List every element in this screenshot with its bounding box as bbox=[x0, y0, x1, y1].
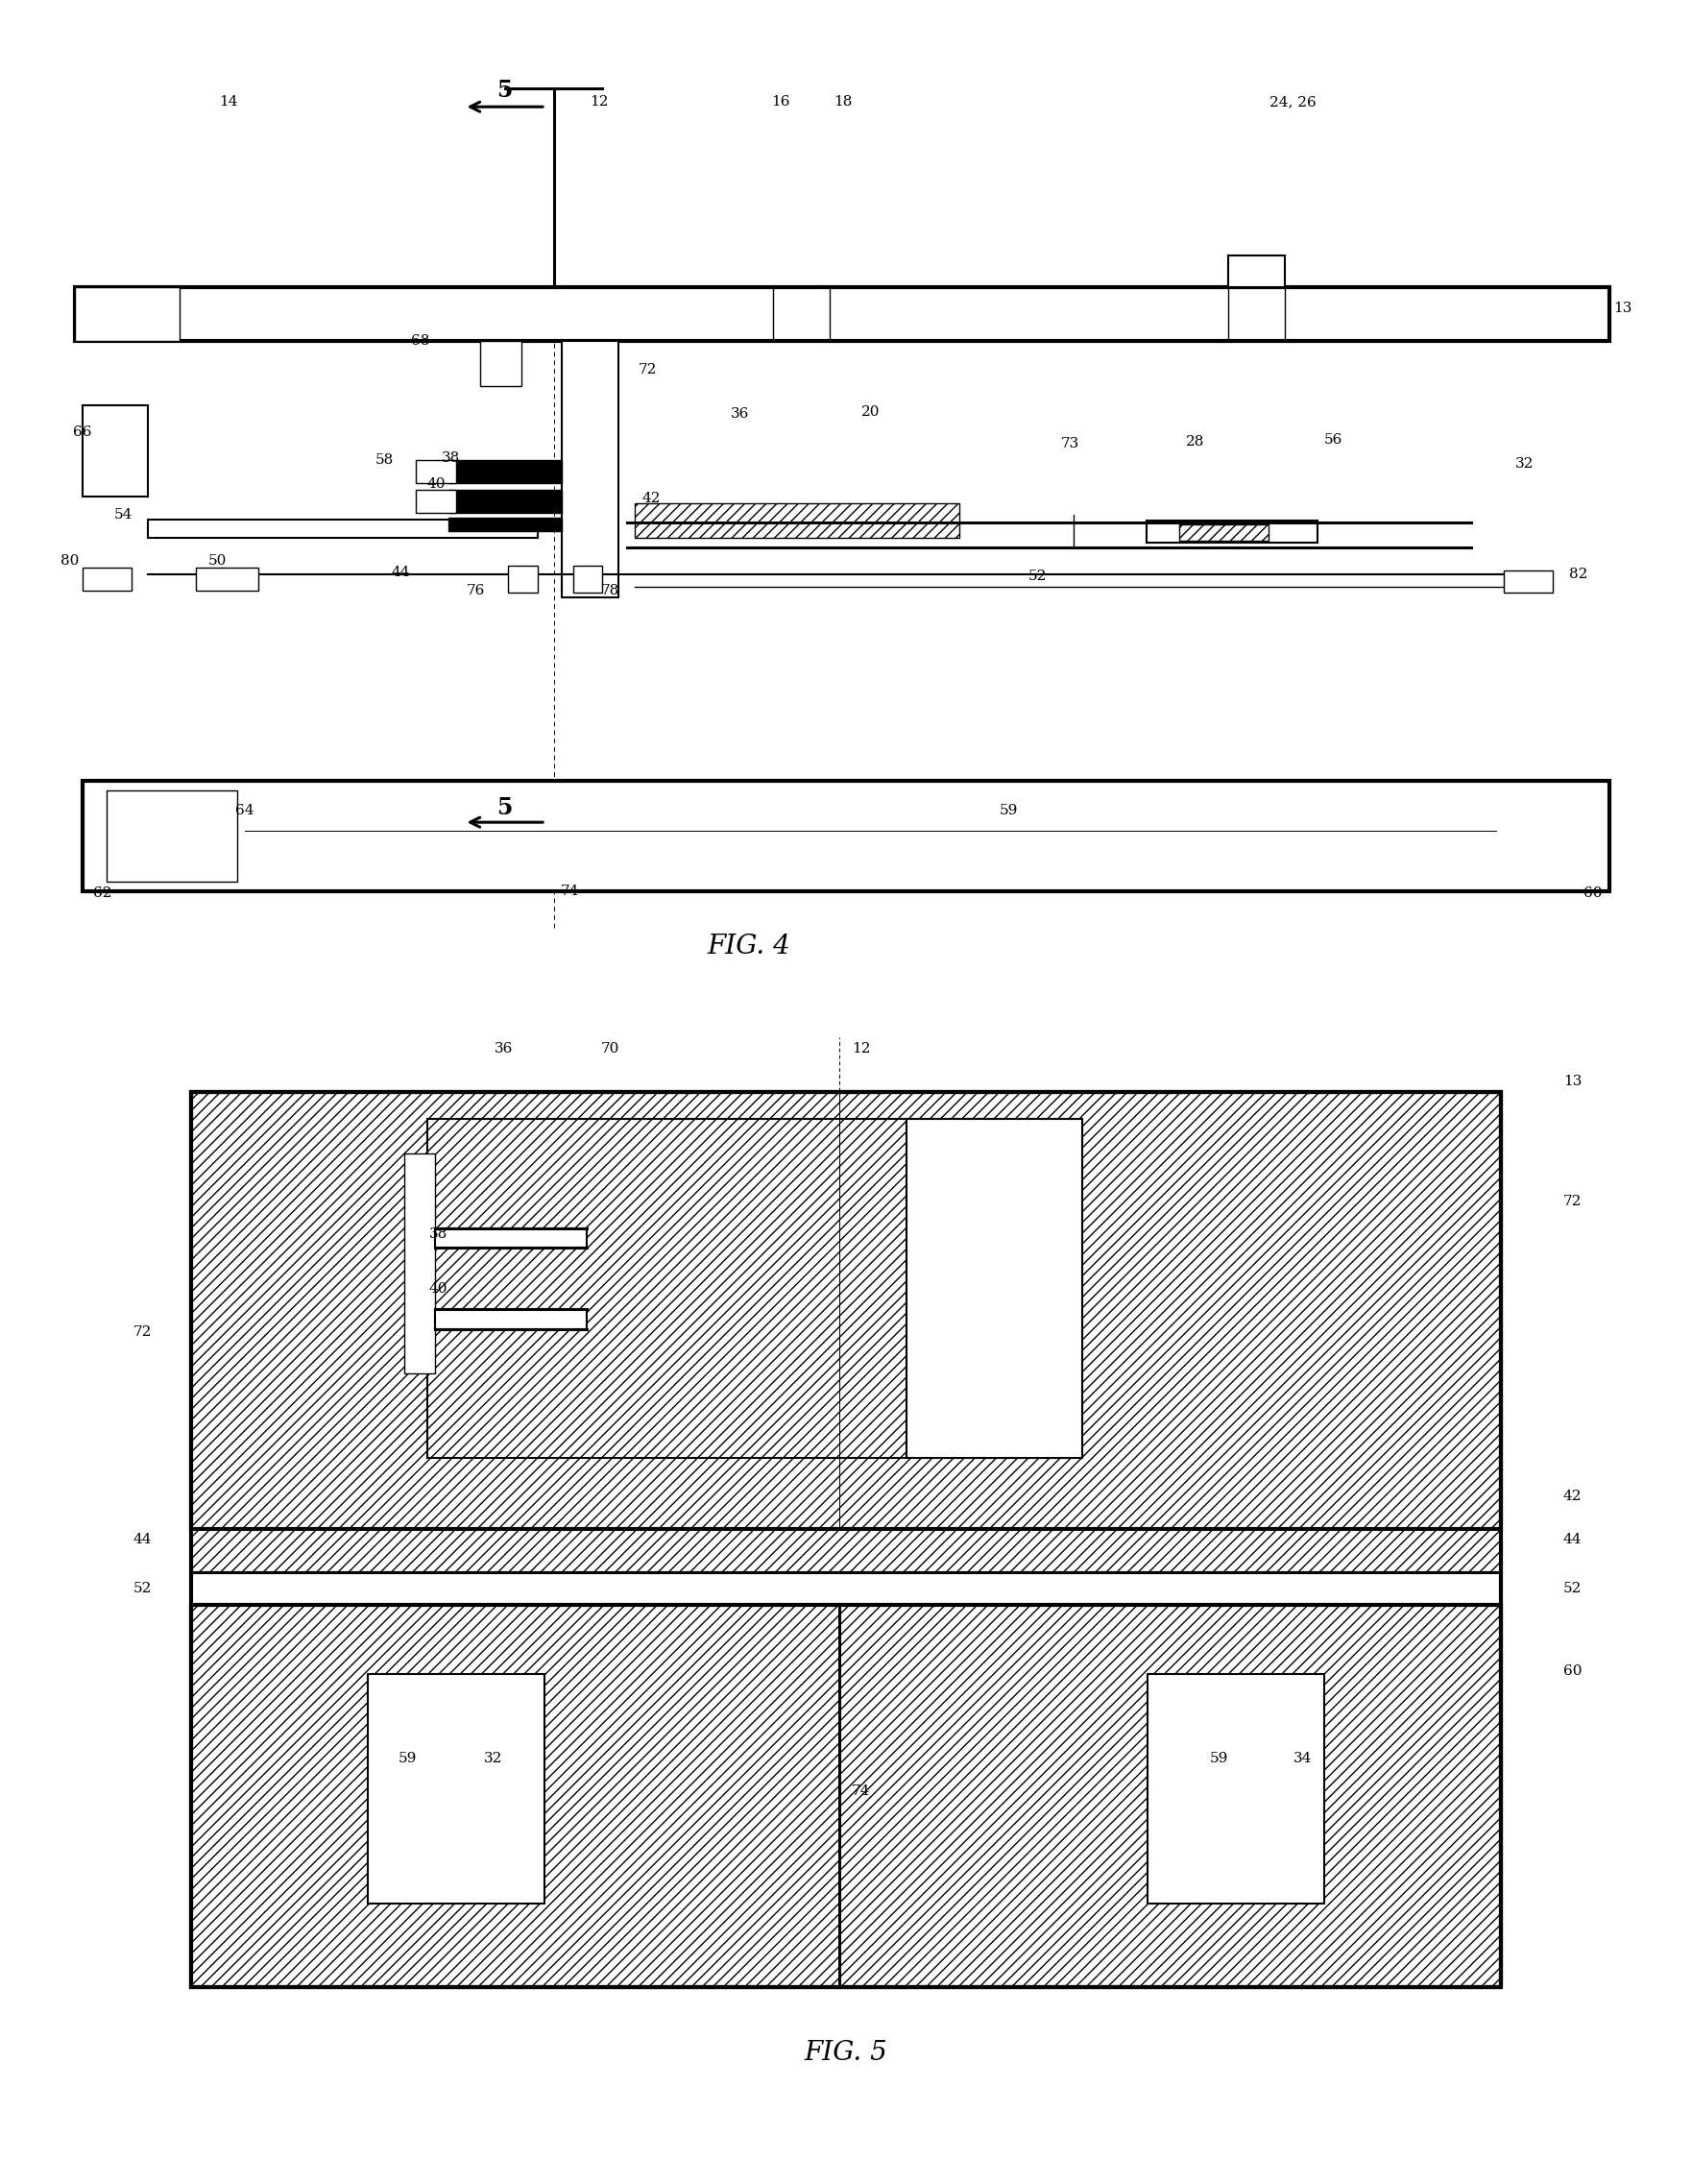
Text: FIG. 4: FIG. 4 bbox=[707, 933, 790, 959]
Bar bbox=[74, 288, 179, 341]
Text: 40: 40 bbox=[428, 1282, 447, 1295]
Bar bbox=[107, 791, 237, 882]
Text: 40: 40 bbox=[428, 476, 447, 491]
Text: 78: 78 bbox=[601, 583, 619, 596]
Text: 16: 16 bbox=[772, 96, 790, 109]
Text: 42: 42 bbox=[641, 491, 660, 505]
Bar bbox=[83, 568, 132, 590]
Text: 20: 20 bbox=[861, 406, 880, 419]
Text: 59: 59 bbox=[1210, 1752, 1228, 1765]
Bar bbox=[416, 461, 457, 483]
Bar bbox=[1179, 524, 1269, 542]
Bar bbox=[448, 489, 562, 513]
Text: 52: 52 bbox=[1563, 1581, 1582, 1597]
Text: 12: 12 bbox=[851, 1042, 871, 1055]
Text: 74: 74 bbox=[853, 1784, 870, 1797]
Text: 5: 5 bbox=[497, 79, 513, 103]
Text: 60: 60 bbox=[1563, 1664, 1582, 1677]
Text: 18: 18 bbox=[834, 96, 853, 109]
Text: 82: 82 bbox=[1568, 568, 1587, 581]
Text: 52: 52 bbox=[1029, 570, 1047, 583]
Text: 34: 34 bbox=[1294, 1752, 1311, 1765]
Bar bbox=[508, 566, 538, 592]
Text: 32: 32 bbox=[484, 1752, 503, 1765]
Text: 62: 62 bbox=[93, 887, 112, 900]
Text: 13: 13 bbox=[1612, 301, 1631, 314]
Text: 72: 72 bbox=[134, 1326, 152, 1339]
Text: 66: 66 bbox=[73, 426, 91, 439]
Text: 59: 59 bbox=[1000, 804, 1017, 817]
Bar bbox=[574, 566, 602, 592]
Text: 28: 28 bbox=[1186, 435, 1205, 448]
Bar bbox=[1504, 570, 1553, 592]
Text: 72: 72 bbox=[1563, 1195, 1582, 1208]
Bar bbox=[1228, 256, 1284, 288]
Bar bbox=[83, 782, 1609, 891]
Bar bbox=[191, 1092, 1501, 1987]
Bar bbox=[1147, 1673, 1325, 1902]
Text: FIG. 5: FIG. 5 bbox=[804, 2040, 888, 2066]
Text: 42: 42 bbox=[1563, 1489, 1582, 1503]
Bar bbox=[196, 568, 257, 590]
Text: 80: 80 bbox=[61, 555, 80, 568]
Bar bbox=[562, 341, 619, 598]
Text: 14: 14 bbox=[220, 96, 239, 109]
Text: 44: 44 bbox=[1563, 1533, 1582, 1546]
Bar bbox=[74, 288, 1609, 341]
Bar bbox=[416, 489, 457, 513]
Text: 64: 64 bbox=[235, 804, 254, 817]
Bar bbox=[191, 1092, 1501, 1529]
Bar bbox=[634, 502, 959, 537]
Text: 38: 38 bbox=[428, 1227, 447, 1241]
Bar bbox=[1147, 520, 1316, 542]
Text: 73: 73 bbox=[1061, 437, 1079, 450]
Text: 54: 54 bbox=[113, 509, 132, 522]
Text: 68: 68 bbox=[411, 334, 430, 347]
Bar bbox=[435, 1310, 587, 1330]
Text: 70: 70 bbox=[601, 1042, 619, 1055]
Bar bbox=[448, 461, 562, 483]
Text: 50: 50 bbox=[208, 555, 227, 568]
Text: 44: 44 bbox=[391, 566, 409, 579]
Text: 13: 13 bbox=[1563, 1075, 1582, 1088]
Text: 36: 36 bbox=[494, 1042, 513, 1055]
Bar bbox=[191, 1529, 1501, 1572]
Bar bbox=[83, 404, 147, 496]
Text: 32: 32 bbox=[1516, 456, 1535, 470]
Bar bbox=[481, 341, 521, 387]
Text: 72: 72 bbox=[638, 363, 656, 378]
Text: 38: 38 bbox=[442, 452, 460, 465]
Text: 52: 52 bbox=[134, 1581, 152, 1597]
Bar bbox=[428, 1120, 1083, 1459]
Text: 12: 12 bbox=[591, 96, 609, 109]
Bar bbox=[404, 1153, 435, 1374]
Bar bbox=[367, 1673, 545, 1902]
Bar bbox=[907, 1120, 1083, 1459]
Text: 56: 56 bbox=[1325, 432, 1342, 446]
Bar bbox=[435, 1227, 587, 1247]
Text: 59: 59 bbox=[398, 1752, 416, 1765]
Text: 24, 26: 24, 26 bbox=[1269, 96, 1316, 109]
Bar bbox=[191, 1605, 1501, 1987]
Text: 44: 44 bbox=[134, 1533, 152, 1546]
Text: 5: 5 bbox=[497, 797, 513, 819]
Text: 60: 60 bbox=[1584, 887, 1602, 900]
Text: 58: 58 bbox=[376, 454, 394, 467]
Text: 36: 36 bbox=[731, 408, 750, 422]
Text: 76: 76 bbox=[467, 583, 486, 596]
Bar bbox=[191, 1572, 1501, 1605]
Text: 74: 74 bbox=[560, 885, 579, 898]
Bar bbox=[147, 520, 538, 537]
Bar bbox=[448, 518, 562, 531]
Bar bbox=[428, 1120, 1083, 1459]
